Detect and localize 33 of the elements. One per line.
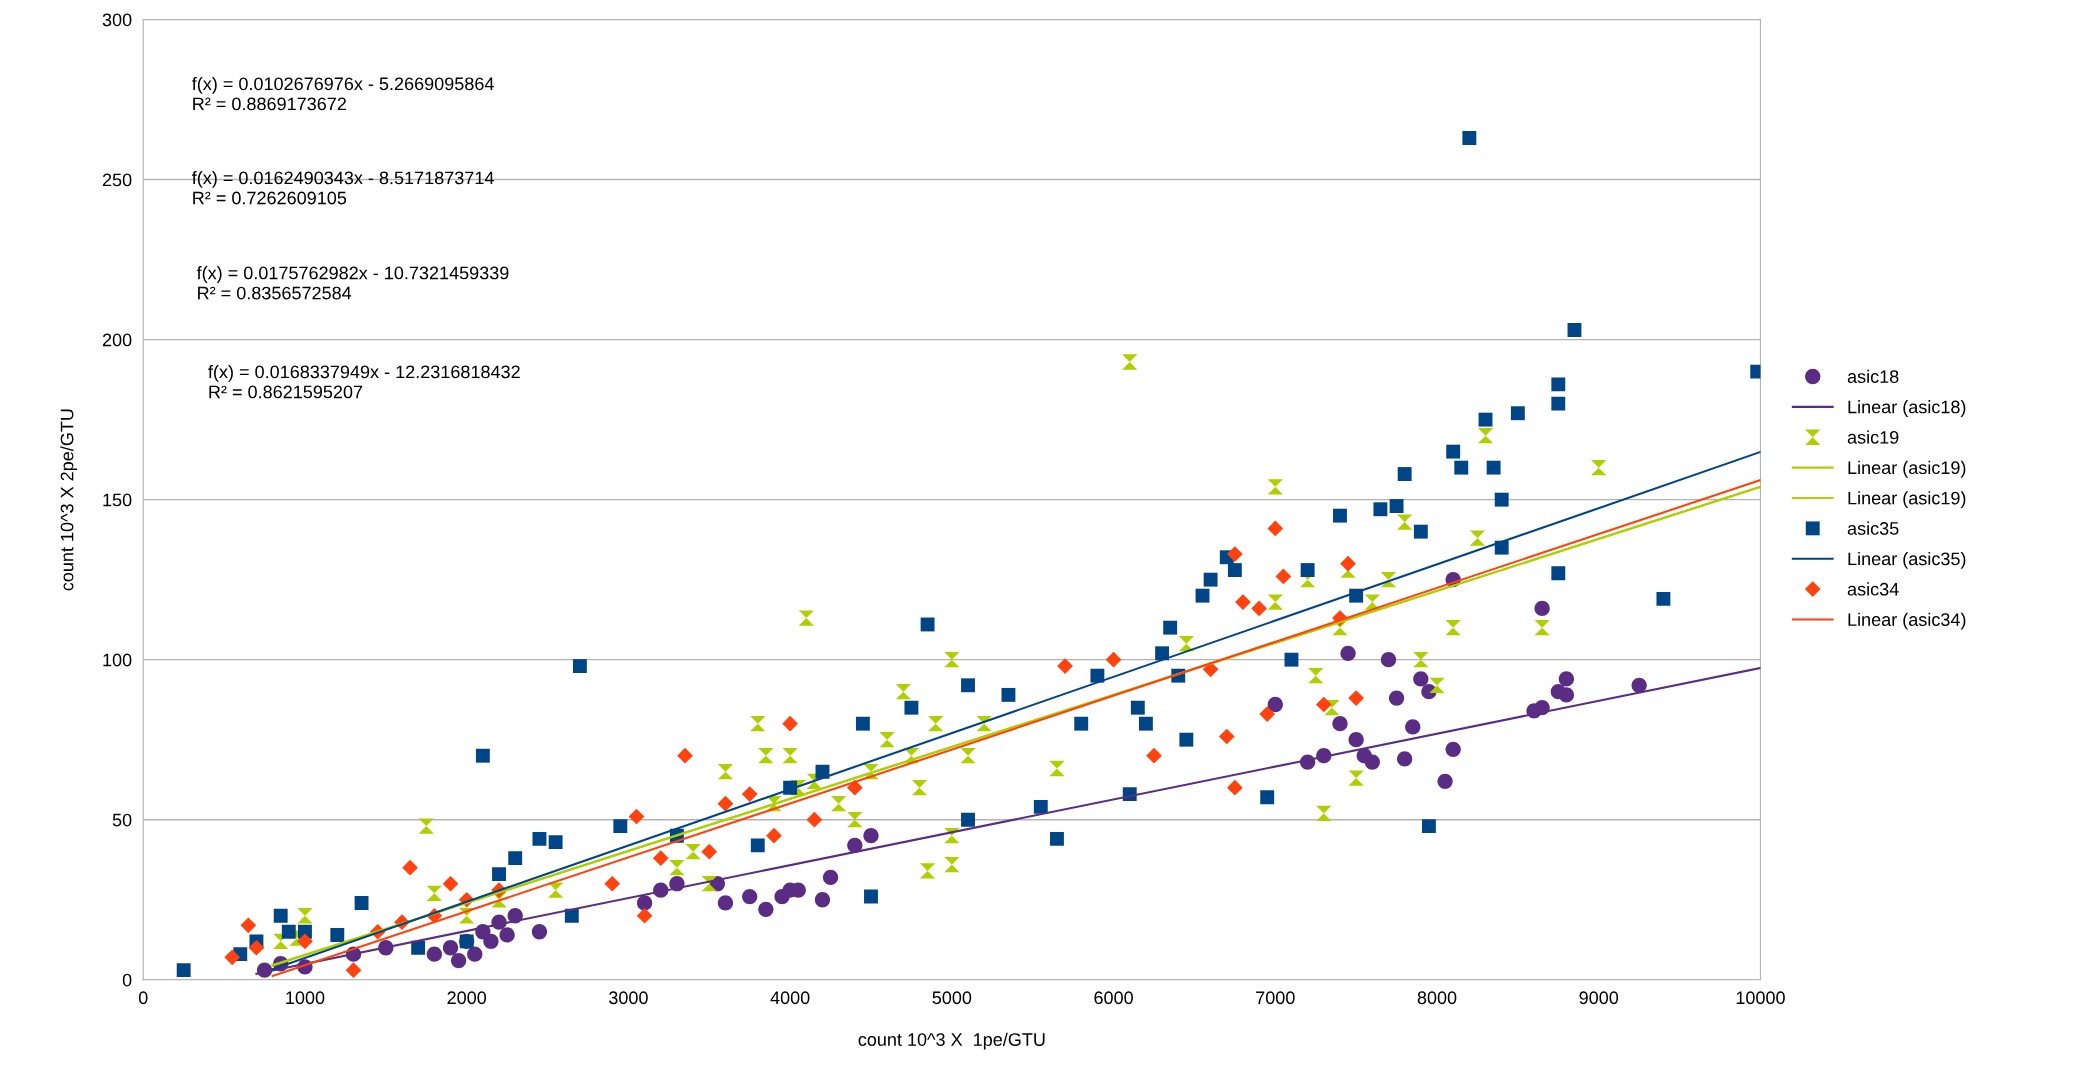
y-tick-label: 100 [103,653,132,667]
annotation: f(x) = 0.0102676976x - 5.2669095864 R² = 0.8869173672 [192,76,494,111]
legend-label: Linear (asic19) [1848,460,1966,478]
x-tick-label: 3000 [609,991,648,1005]
x-axis-title: count 10^3 X 1pe/GTU [858,1032,1045,1050]
y-tick-label: 150 [103,493,132,507]
legend-label: Linear (asic34) [1848,612,1966,630]
y-tick-label: 0 [122,973,132,987]
y-tick-label: 250 [102,173,132,187]
annotation: f(x) = 0.0162490343x - 8.5171873714 R² = 0.7262609105 [192,171,494,205]
y-tick-label: 50 [112,813,132,827]
legend-label: Linear (asic19) [1848,491,1966,509]
x-tick-label: 2000 [447,991,487,1005]
annotation: f(x) = 0.0168337949x - 12.2316818432 R² = 0.8621595207 [208,364,520,399]
legend-label: asic35 [1847,521,1899,535]
y-axis-title: count 10^3 X 2pe/GTU [60,409,78,591]
legend-label: Linear (asic18) [1848,400,1966,417]
legend-label: asic34 [1847,582,1899,596]
x-tick-label: 1000 [286,991,325,1005]
y-tick-label: 200 [102,333,132,347]
x-tick-label: 7000 [1256,991,1295,1005]
annotation: f(x) = 0.0175762982x - 10.7321459339 R² = 0.8356572584 [196,266,509,300]
legend-label: Linear (asic35) [1848,551,1966,569]
x-tick-label: 10000 [1736,991,1785,1005]
legend-label: asic18 [1847,369,1899,383]
x-tick-label: 0 [138,991,148,1005]
legend-label: asic19 [1847,430,1899,444]
x-tick-label: 6000 [1094,991,1133,1005]
y-tick-label: 300 [102,13,132,27]
x-tick-label: 8000 [1417,991,1457,1005]
x-tick-label: 5000 [932,991,972,1005]
x-tick-label: 9000 [1579,991,1619,1005]
x-tick-label: 4000 [770,991,810,1005]
